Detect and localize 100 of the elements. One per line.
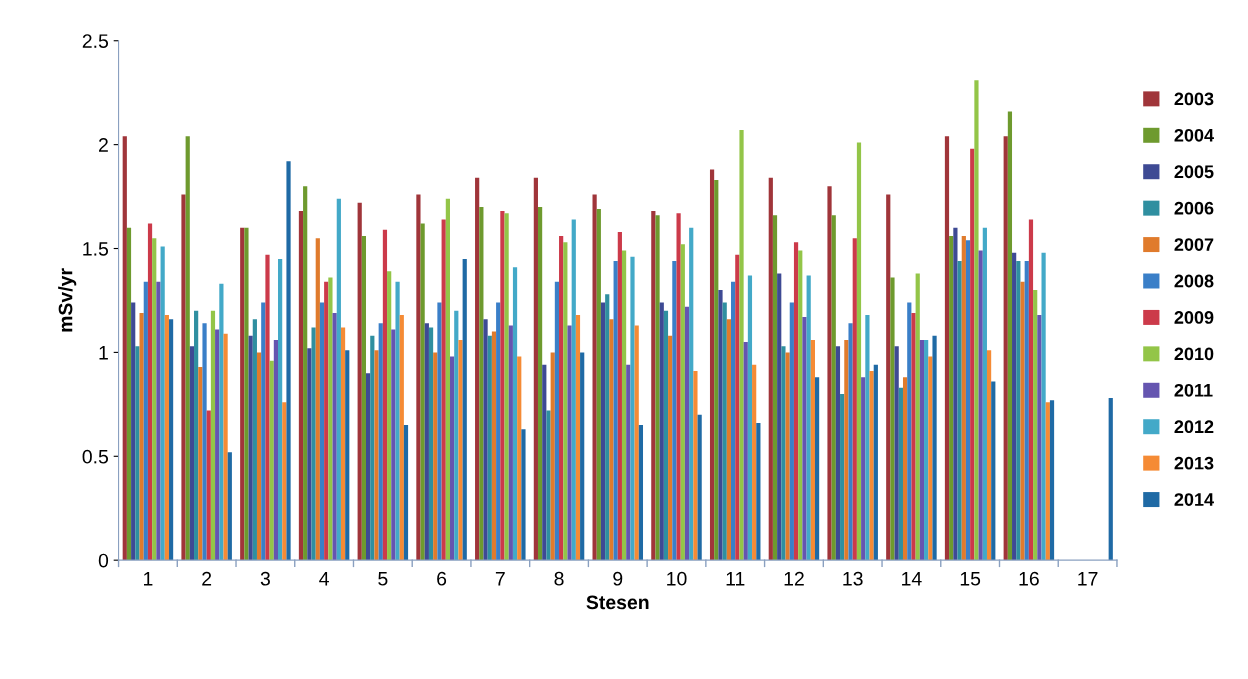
bar: [638, 425, 644, 561]
legend-label: 2010: [1174, 347, 1214, 361]
bar: [487, 335, 492, 561]
bar: [919, 339, 925, 561]
x-tick-label: 11: [726, 572, 745, 586]
bar: [957, 260, 962, 561]
legend-label: 2009: [1174, 311, 1214, 324]
bar: [781, 346, 786, 561]
bar: [844, 339, 849, 561]
bar: [185, 136, 190, 561]
bar: [160, 246, 165, 561]
bar: [1007, 111, 1013, 561]
legend-label: 2007: [1174, 238, 1214, 251]
bar: [1049, 400, 1055, 561]
bar: [1033, 290, 1038, 561]
bar: [894, 346, 899, 561]
bar: [668, 335, 673, 561]
x-tick-label: 9: [613, 571, 623, 586]
bar: [428, 327, 434, 561]
bar: [156, 281, 161, 561]
bar: [1028, 219, 1034, 561]
bar: [714, 179, 719, 561]
x-tick-label: 1: [144, 572, 153, 586]
bar: [596, 209, 601, 561]
bar: [139, 312, 144, 561]
bar: [303, 186, 308, 561]
bar: [227, 452, 232, 561]
bar: [575, 315, 581, 561]
bar: [126, 227, 132, 561]
bar: [1003, 136, 1008, 561]
bar: [605, 294, 610, 561]
bar: [269, 360, 274, 561]
bar: [890, 277, 895, 561]
bar: [592, 194, 597, 561]
bar: [630, 256, 635, 561]
x-tick-label: 3: [260, 571, 270, 586]
bar: [718, 290, 723, 561]
bar: [810, 339, 815, 561]
bar: [223, 333, 228, 561]
bar: [672, 260, 677, 561]
bar: [772, 215, 778, 561]
bar: [949, 236, 954, 561]
bar: [928, 356, 933, 561]
bar: [974, 80, 979, 561]
x-tick-label: 4: [319, 572, 329, 586]
bar: [600, 302, 606, 561]
x-tick-label: 8: [554, 571, 564, 586]
legend-label: 2012: [1174, 420, 1214, 434]
bar: [609, 319, 614, 561]
bar: [298, 211, 304, 561]
bar: [395, 281, 400, 561]
bar: [512, 267, 518, 561]
bar: [752, 364, 757, 561]
legend-label: 2006: [1174, 201, 1214, 215]
x-tick-label: 6: [437, 571, 447, 586]
bar: [856, 142, 862, 561]
bar: [168, 319, 174, 561]
bar: [382, 229, 388, 561]
bar: [311, 327, 316, 561]
bar: [441, 219, 446, 561]
bar: [345, 350, 350, 561]
bar: [898, 387, 903, 561]
legend-label: 2013: [1174, 456, 1214, 470]
bar: [739, 130, 744, 561]
legend-label: 2014: [1174, 493, 1214, 506]
bar: [454, 310, 459, 561]
bar: [659, 302, 664, 561]
bar: [286, 161, 291, 561]
bar: [387, 271, 392, 561]
bar: [181, 194, 186, 561]
bar: [328, 277, 333, 561]
bar: [248, 335, 253, 561]
bar: [991, 381, 996, 561]
bar: [617, 231, 622, 561]
bar: [655, 215, 660, 561]
bar: [814, 377, 820, 561]
bar: [194, 310, 199, 561]
bar: [684, 306, 690, 561]
bar: [944, 136, 950, 561]
bar: [747, 275, 753, 561]
bar: [961, 236, 966, 561]
bar: [122, 136, 127, 561]
bar: [366, 373, 371, 561]
bar: [571, 219, 576, 561]
bar: [256, 352, 262, 561]
bar: [827, 186, 832, 561]
bar: [240, 227, 245, 561]
x-tick-label: 13: [843, 571, 863, 586]
bar: [391, 329, 396, 561]
bar: [735, 254, 740, 561]
bar: [1024, 260, 1029, 561]
bar: [508, 325, 513, 561]
bar: [537, 206, 543, 561]
bar: [559, 236, 564, 561]
y-tick-label: 2.5: [82, 34, 109, 48]
bar: [978, 250, 983, 561]
bar: [1037, 315, 1042, 561]
bar: [835, 346, 841, 561]
bar: [693, 371, 698, 561]
bar: [546, 410, 551, 561]
